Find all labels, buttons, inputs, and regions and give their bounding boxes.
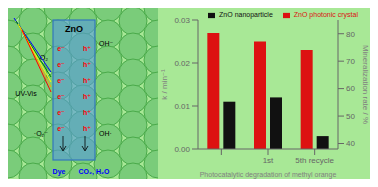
svg-text:e⁻: e⁻ xyxy=(57,77,65,84)
svg-text:OH·: OH· xyxy=(99,130,112,137)
svg-text:h⁺: h⁺ xyxy=(83,45,91,52)
svg-text:40: 40 xyxy=(346,139,355,148)
svg-text:50: 50 xyxy=(346,112,355,121)
svg-text:1st: 1st xyxy=(263,156,274,165)
svg-text:CO₂, H₂O: CO₂, H₂O xyxy=(78,168,110,176)
html-text:ZnO nanoparticle: ZnO nanoparticle xyxy=(219,11,273,18)
svg-text:e⁻: e⁻ xyxy=(57,45,65,52)
svg-text:5th recycle: 5th recycle xyxy=(295,156,334,165)
svg-text:·O₂⁻: ·O₂⁻ xyxy=(34,130,48,137)
svg-text:k / min⁻¹: k / min⁻¹ xyxy=(160,69,169,100)
svg-text:e⁻: e⁻ xyxy=(57,125,65,132)
svg-text:UV-Vis: UV-Vis xyxy=(15,90,37,97)
svg-text:h⁺: h⁺ xyxy=(83,77,91,84)
svg-text:h⁺: h⁺ xyxy=(83,109,91,116)
svg-text:60: 60 xyxy=(346,84,355,93)
svg-text:0.02: 0.02 xyxy=(174,59,190,68)
svg-text:80: 80 xyxy=(346,30,355,39)
svg-text:OH⁻: OH⁻ xyxy=(99,40,114,47)
svg-text:0.01: 0.01 xyxy=(174,102,190,111)
svg-text:Mineralization rate / %: Mineralization rate / % xyxy=(361,45,370,124)
svg-text:e⁻: e⁻ xyxy=(57,93,65,100)
svg-text:e⁻: e⁻ xyxy=(57,109,65,116)
svg-text:0.03: 0.03 xyxy=(174,16,190,25)
html-text:ZnO photonic crystal: ZnO photonic crystal xyxy=(293,11,358,18)
svg-text:e⁻: e⁻ xyxy=(57,61,65,68)
svg-text:ZnO: ZnO xyxy=(65,24,83,34)
svg-text:h⁺: h⁺ xyxy=(83,125,91,132)
svg-text:0.00: 0.00 xyxy=(174,145,190,154)
svg-text:Dye: Dye xyxy=(53,168,66,176)
svg-text:h⁺: h⁺ xyxy=(83,61,91,68)
svg-text:O₂: O₂ xyxy=(39,54,48,61)
svg-text:h⁺: h⁺ xyxy=(83,93,91,100)
svg-text:Photocatalytic degradation of: Photocatalytic degradation of methyl ora… xyxy=(200,171,337,179)
svg-text:70: 70 xyxy=(346,57,355,66)
